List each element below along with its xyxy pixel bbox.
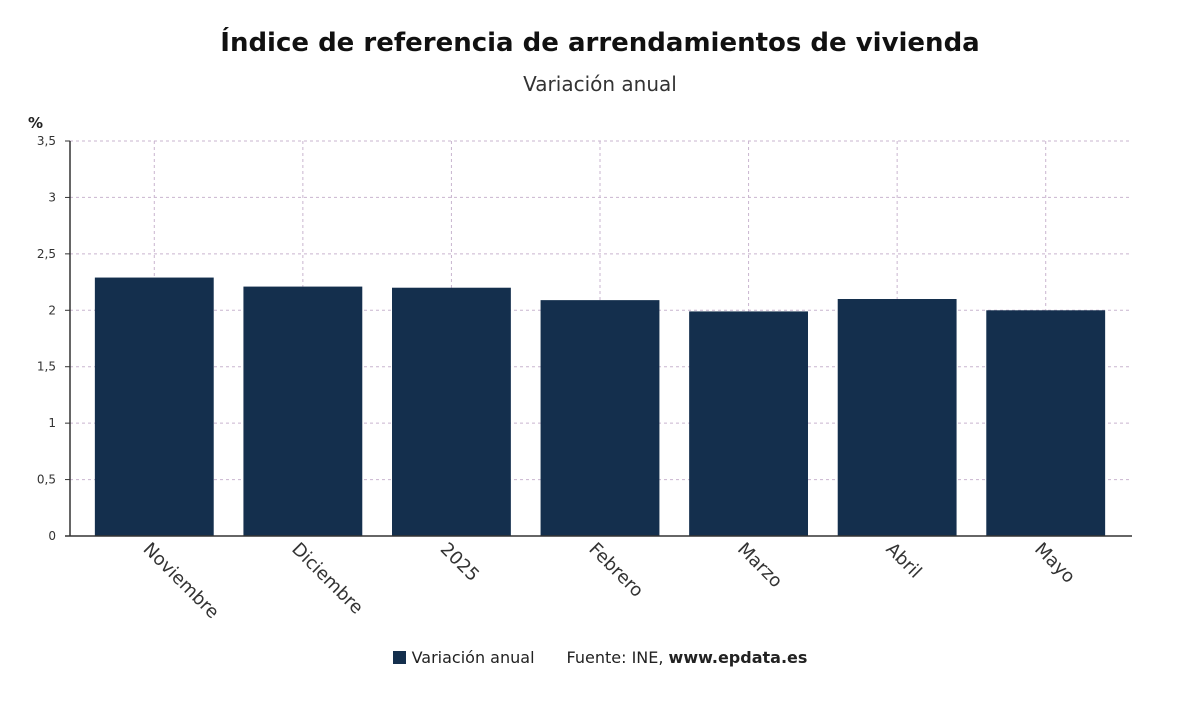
source-label: Fuente: INE, bbox=[566, 648, 664, 667]
y-tick-label: 3 bbox=[48, 190, 56, 204]
x-tick-label: Mayo bbox=[1030, 539, 1079, 588]
bar bbox=[392, 287, 511, 536]
x-tick-label: Marzo bbox=[733, 539, 786, 592]
source-site: www.epdata.es bbox=[668, 648, 808, 667]
bar bbox=[94, 277, 214, 536]
bar bbox=[986, 310, 1106, 536]
y-tick-label: 0 bbox=[48, 529, 56, 543]
legend-swatch bbox=[392, 651, 406, 664]
bar bbox=[837, 299, 957, 536]
bars bbox=[94, 277, 1106, 536]
y-tick-label: 1 bbox=[48, 416, 56, 430]
x-tick-label: Febrero bbox=[584, 539, 647, 602]
bar bbox=[243, 286, 363, 536]
x-tick-label: Diciembre bbox=[287, 539, 367, 619]
y-tick-label: 1,5 bbox=[37, 360, 56, 374]
bar-chart: % 0 0,5 1 1,5 2 2,5 3 3,5 Noviembre Diciembre 2025… bbox=[28, 114, 1132, 623]
axes bbox=[65, 140, 1132, 537]
x-tick-label: 2025 bbox=[436, 539, 483, 586]
legend: Variación anual Fuente: INE, www.epdata.e… bbox=[0, 648, 1200, 667]
y-tick-label: 2 bbox=[48, 303, 56, 317]
y-tick-label: 0,5 bbox=[37, 473, 56, 487]
y-axis-unit: % bbox=[28, 114, 43, 132]
y-tick-label: 2,5 bbox=[37, 247, 56, 261]
legend-label: Variación anual bbox=[411, 648, 535, 667]
chart-title: Índice de referencia de arrendamientos d… bbox=[220, 28, 980, 58]
x-tick-label: Abril bbox=[882, 539, 926, 583]
bar bbox=[689, 311, 808, 536]
bar bbox=[540, 300, 660, 536]
chart-subtitle: Variación anual bbox=[523, 72, 677, 96]
y-tick-label: 3,5 bbox=[37, 134, 56, 148]
x-tick-label: Noviembre bbox=[139, 539, 223, 623]
